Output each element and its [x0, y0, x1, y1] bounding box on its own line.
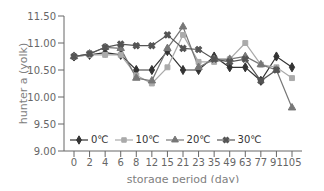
svg-text:77: 77: [254, 157, 267, 168]
svg-text:63: 63: [239, 157, 252, 168]
svg-text:2: 2: [86, 157, 92, 168]
svg-text:6: 6: [118, 157, 124, 168]
svg-text:11.50: 11.50: [27, 11, 56, 22]
svg-text:10.00: 10.00: [27, 92, 56, 103]
svg-text:49: 49: [223, 157, 236, 168]
svg-text:storage period (day): storage period (day): [127, 173, 240, 183]
svg-text:91: 91: [270, 157, 283, 168]
svg-text:9.00: 9.00: [34, 146, 56, 157]
html-text:10℃: 10℃: [135, 134, 160, 145]
html-text:30℃: 30℃: [237, 134, 262, 145]
svg-text:0: 0: [71, 157, 77, 168]
svg-text:23: 23: [192, 157, 205, 168]
svg-text:hunter a (yolk): hunter a (yolk): [17, 43, 30, 125]
svg-text:11.00: 11.00: [27, 38, 56, 49]
html-text:0℃: 0℃: [91, 134, 109, 145]
svg-text:4: 4: [102, 157, 108, 168]
svg-text:9.50: 9.50: [34, 119, 56, 130]
svg-text:15: 15: [161, 157, 174, 168]
svg-text:35: 35: [208, 157, 221, 168]
svg-text:105: 105: [282, 157, 301, 168]
svg-text:21: 21: [177, 157, 190, 168]
svg-text:12: 12: [145, 157, 158, 168]
html-text:20℃: 20℃: [186, 134, 211, 145]
svg-text:8: 8: [133, 157, 139, 168]
svg-text:10.50: 10.50: [27, 65, 56, 76]
